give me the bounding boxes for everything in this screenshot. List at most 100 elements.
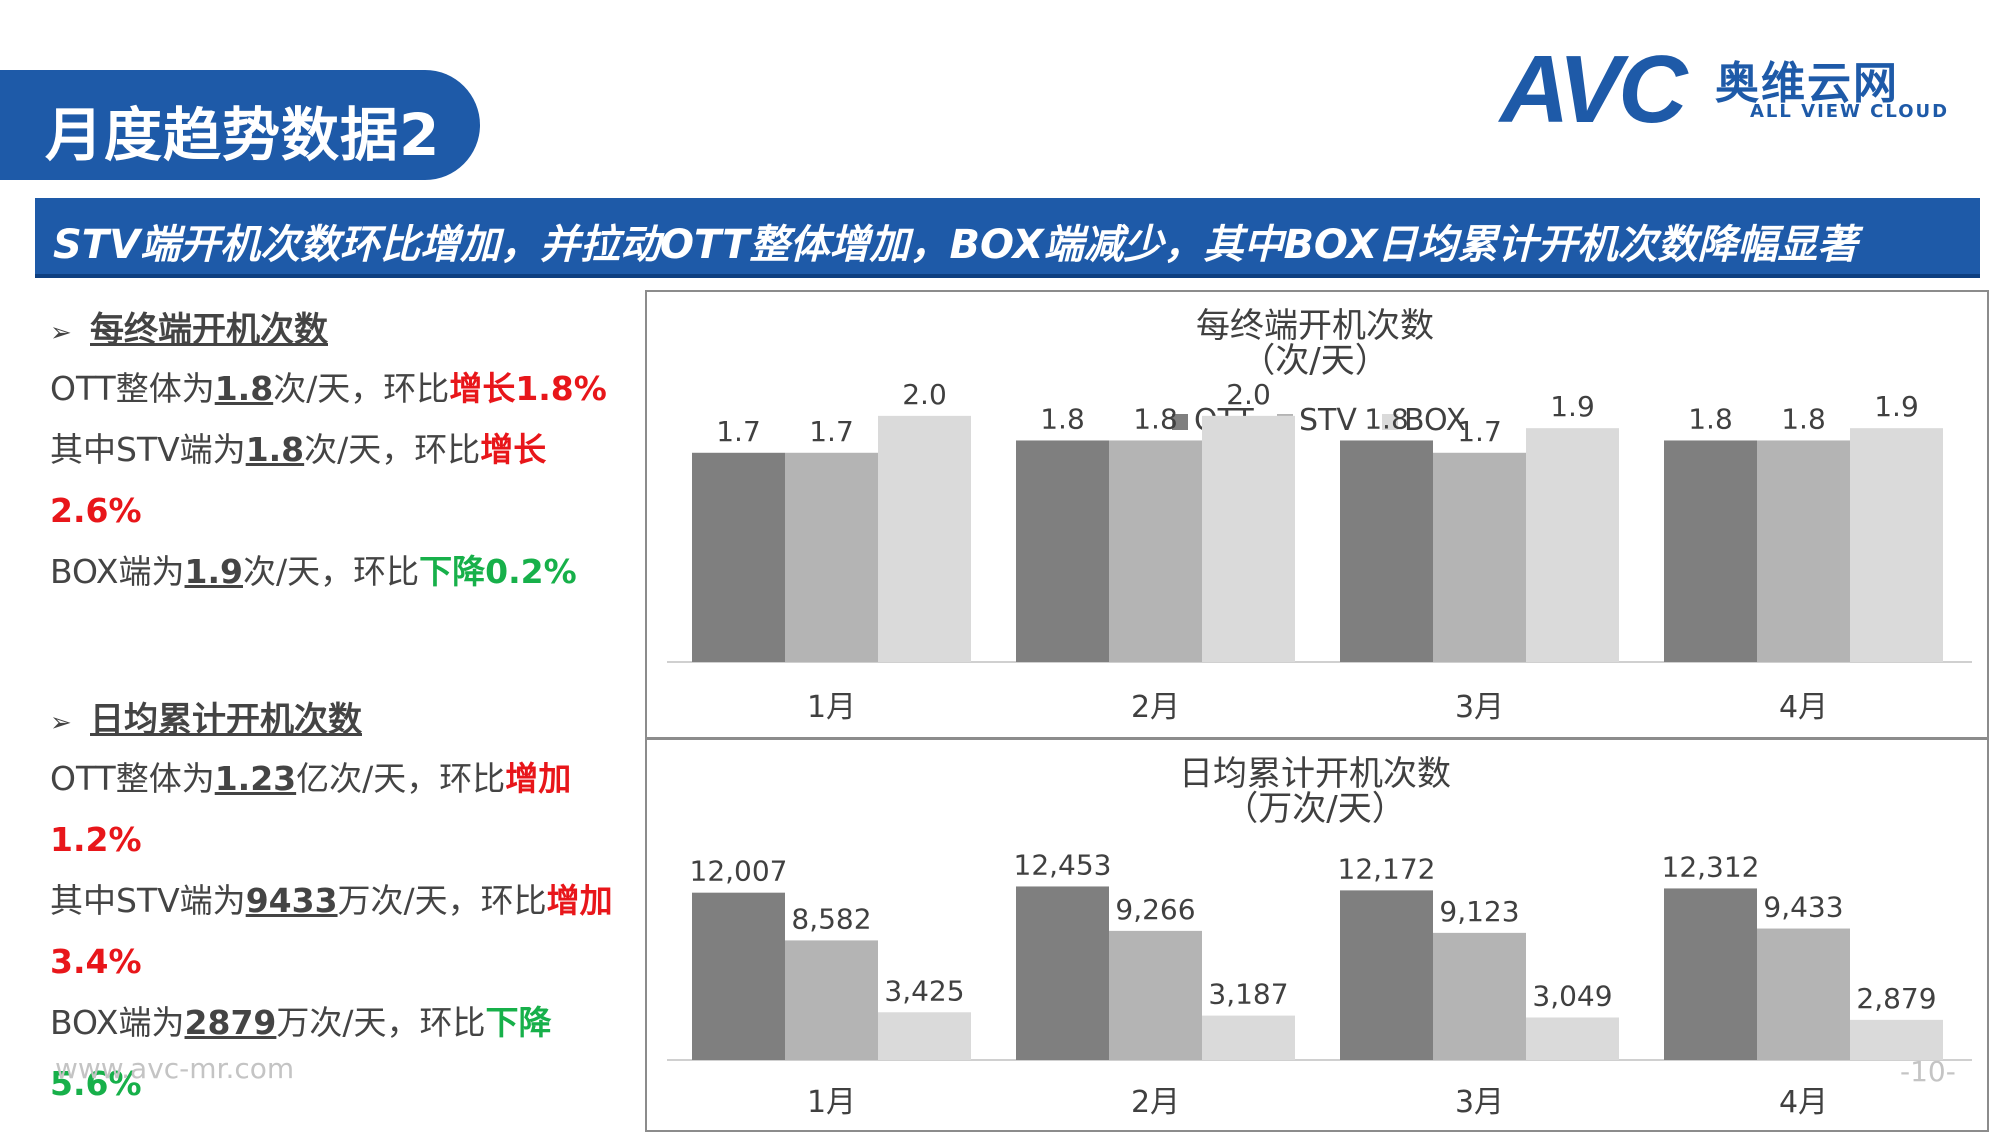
x-tick-label: 3月 (1455, 1085, 1504, 1120)
chart-title: 每终端开机次数 (1196, 306, 1434, 346)
commentary-line: 其中STV端为9433万次/天，环比增加 (50, 870, 613, 931)
line-change: 1.2% (50, 820, 142, 859)
bar-box (878, 1012, 971, 1060)
line-unit: 万次/天，环比 (337, 881, 547, 920)
data-label: 3,187 (1208, 978, 1288, 1011)
chart-title: 日均累计开机次数 (1179, 754, 1451, 794)
bar-stv (1109, 440, 1202, 662)
x-tick-label: 1月 (807, 690, 856, 725)
line-prefix: OTT整体为 (50, 759, 215, 798)
bar-stv (785, 940, 878, 1060)
section-heading: ➢ 日均累计开机次数 (50, 695, 613, 748)
page-title: 月度趋势数据2 (45, 101, 441, 169)
line-prefix: 其中STV端为 (50, 430, 246, 469)
bar-ott (692, 452, 785, 662)
line-change: 增加 (505, 759, 572, 798)
line-change: 增长 (480, 430, 547, 469)
data-label: 1.8 (1364, 402, 1409, 435)
data-label: 3,425 (884, 974, 964, 1007)
x-tick-label: 2月 (1131, 690, 1180, 725)
line-prefix: BOX端为 (50, 1003, 185, 1042)
line-change: 下降 (485, 1003, 552, 1042)
legend-swatch (1382, 414, 1398, 430)
commentary-line: 其中STV端为1.8次/天，环比增长 (50, 419, 607, 480)
commentary-line: 1.2% (50, 809, 613, 870)
chart-subtitle: （次/天） (1241, 341, 1388, 381)
logo-english-name: ALL VIEW CLOUD (1750, 101, 1950, 122)
commentary-line: BOX端为2879万次/天，环比下降 (50, 992, 613, 1053)
line-value: 9433 (245, 881, 338, 920)
bar-box (1850, 1019, 1943, 1060)
bar-ott (1016, 886, 1109, 1060)
line-change: 增加 (546, 881, 613, 920)
data-label: 1.8 (1688, 402, 1733, 435)
data-label: 2.0 (1226, 378, 1271, 411)
x-tick-label: 4月 (1779, 690, 1828, 725)
data-label: 8,582 (791, 902, 871, 935)
line-prefix: 其中STV端为 (50, 881, 246, 920)
section-lines: OTT整体为1.8次/天，环比增长1.8% 其中STV端为1.8次/天，环比增长 2… (50, 358, 607, 602)
data-label: 3,049 (1532, 980, 1612, 1013)
line-unit: 次/天，环比 (273, 369, 450, 408)
line-change: 3.4% (50, 942, 142, 981)
legend-label: STV (1299, 403, 1357, 438)
line-value: 1.8 (214, 369, 274, 408)
data-label: 2.0 (902, 378, 947, 411)
line-unit: 亿次/天，环比 (296, 759, 506, 798)
bar-chart-svg: 每终端开机次数（次/天）OTTSTVBOX1.71.72.01月1.81.82.… (667, 306, 1972, 725)
line-value: 1.9 (184, 552, 243, 591)
data-label: 2,879 (1856, 982, 1936, 1015)
data-label: 1.9 (1550, 390, 1595, 423)
commentary-line: 2.6% (50, 480, 607, 541)
bar-box (878, 415, 971, 662)
bar-ott (692, 892, 785, 1060)
chart-subtitle: （万次/天） (1224, 789, 1405, 829)
commentary-line: 5.6% (50, 1053, 613, 1114)
bar-box (1202, 415, 1295, 662)
line-unit: 次/天，环比 (304, 430, 481, 469)
bar-stv (1433, 932, 1526, 1060)
data-label: 1.7 (1457, 415, 1502, 448)
bar-box (1202, 1015, 1295, 1060)
arrow-bullet-icon: ➢ (50, 708, 72, 738)
arrow-bullet-icon: ➢ (50, 318, 72, 348)
bar-stv (1433, 452, 1526, 662)
logo-chinese-name: 奥维云网 (1715, 58, 1899, 109)
bar-stv (785, 452, 878, 662)
line-change: 下降0.2% (419, 552, 577, 591)
legend-label: BOX (1404, 403, 1466, 438)
bar-stv (1109, 930, 1202, 1060)
bar-box (1850, 428, 1943, 662)
footer-url: www.avc-mr.com (55, 1052, 295, 1085)
legend-swatch (1172, 414, 1188, 430)
section-per-device: ➢ 每终端开机次数 OTT整体为1.8次/天，环比增长1.8% 其中STV端为1.8… (50, 305, 607, 602)
bar-ott (1664, 440, 1757, 662)
data-label: 1.7 (809, 415, 854, 448)
line-change: 增长1.8% (449, 369, 607, 408)
line-value: 1.23 (214, 759, 297, 798)
x-tick-label: 1月 (807, 1085, 856, 1120)
bar-box (1526, 1017, 1619, 1060)
x-tick-label: 4月 (1779, 1085, 1828, 1120)
data-label: 9,433 (1763, 891, 1843, 924)
data-label: 1.9 (1874, 390, 1919, 423)
line-prefix: BOX端为 (50, 552, 185, 591)
data-label: 12,453 (1014, 848, 1112, 881)
section-lines: OTT整体为1.23亿次/天，环比增加 1.2% 其中STV端为9433万次/天，环… (50, 748, 613, 1114)
data-label: 12,312 (1662, 850, 1760, 883)
bar-ott (1340, 440, 1433, 662)
logo-mark: AVC (1500, 42, 1688, 138)
bar-ott (1016, 440, 1109, 662)
summary-banner: STV端开机次数环比增加，并拉动OTT整体增加，BOX端减少，其中BOX日均累计… (35, 198, 1980, 278)
chart-daily-total-boots: 日均累计开机次数 （万次/天） 12,007 8,582 3,425 1月 12,453 9,… (645, 738, 1989, 1132)
chart-per-device-boots: 每终端开机次数（次/天）OTTSTVBOX1.71.72.01月1.81.82.… (645, 290, 1989, 739)
line-value: 2879 (184, 1003, 277, 1042)
data-label: 1.8 (1133, 402, 1178, 435)
data-label: 9,266 (1115, 893, 1195, 926)
bar-stv (1757, 928, 1850, 1060)
data-label: 12,007 (690, 855, 788, 888)
banner-text: STV端开机次数环比增加，并拉动OTT整体增加，BOX端减少，其中BOX日均累计… (53, 222, 1858, 268)
commentary-line: OTT整体为1.23亿次/天，环比增加 (50, 748, 613, 809)
data-label: 1.8 (1781, 402, 1826, 435)
x-tick-label: 2月 (1131, 1085, 1180, 1120)
